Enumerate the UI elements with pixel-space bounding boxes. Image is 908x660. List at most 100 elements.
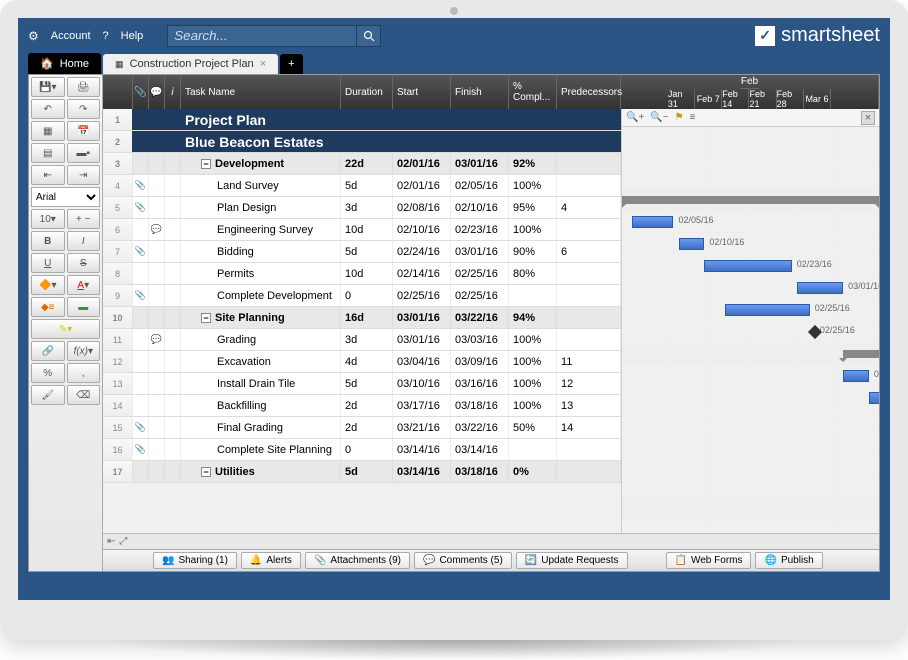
redo-icon[interactable]: ↷	[67, 99, 101, 119]
finish-cell[interactable]: 03/22/16	[451, 417, 509, 438]
collapse-icon[interactable]: −	[201, 159, 211, 169]
task-cell[interactable]: Land Survey	[181, 175, 341, 196]
row-num[interactable]: 13	[103, 373, 133, 394]
task-cell[interactable]: Final Grading	[181, 417, 341, 438]
pred-cell[interactable]	[557, 285, 621, 306]
start-cell[interactable]: 02/08/16	[393, 197, 451, 218]
fill-color-icon[interactable]: 🔶▾	[31, 275, 65, 295]
start-cell[interactable]: 03/01/16	[393, 307, 451, 328]
row-num[interactable]: 3	[103, 153, 133, 174]
info-cell[interactable]	[165, 373, 181, 394]
row-num[interactable]: 11	[103, 329, 133, 350]
finish-cell[interactable]: 02/05/16	[451, 175, 509, 196]
publish-button[interactable]: 🌐Publish	[755, 552, 822, 569]
task-cell[interactable]: Grading	[181, 329, 341, 350]
comment-cell[interactable]	[149, 241, 165, 262]
row-num[interactable]: 10	[103, 307, 133, 328]
grid-row[interactable]: 2Blue Beacon Estates	[103, 131, 621, 153]
dur-cell[interactable]	[341, 109, 393, 130]
grid-row[interactable]: 13Install Drain Tile5d03/10/1603/16/1610…	[103, 373, 621, 395]
dur-cell[interactable]: 2d	[341, 395, 393, 416]
grid-row[interactable]: 5📎Plan Design3d02/08/1602/10/1695%4	[103, 197, 621, 219]
pct-cell[interactable]: 94%	[509, 307, 557, 328]
strike-icon[interactable]: S	[67, 253, 101, 273]
italic-icon[interactable]: I	[67, 231, 101, 251]
bold-icon[interactable]: B	[31, 231, 65, 251]
row-num[interactable]: 7	[103, 241, 133, 262]
start-cell[interactable]: 03/14/16	[393, 439, 451, 460]
pct-cell[interactable]: 100%	[509, 329, 557, 350]
pct-cell[interactable]	[509, 109, 557, 130]
comment-cell[interactable]	[149, 351, 165, 372]
row-num[interactable]: 6	[103, 219, 133, 240]
task-cell[interactable]: Bidding	[181, 241, 341, 262]
help-icon[interactable]: ?	[103, 30, 109, 42]
task-cell[interactable]: Complete Development	[181, 285, 341, 306]
gantt-bar[interactable]	[632, 216, 673, 228]
start-header[interactable]: Start	[393, 75, 451, 109]
start-cell[interactable]: 02/01/16	[393, 175, 451, 196]
pred-cell[interactable]	[557, 329, 621, 350]
dur-cell[interactable]: 10d	[341, 219, 393, 240]
pct-cell[interactable]: 100%	[509, 351, 557, 372]
attach-cell[interactable]	[133, 395, 149, 416]
dur-cell[interactable]: 16d	[341, 307, 393, 328]
info-cell[interactable]	[165, 351, 181, 372]
dur-cell[interactable]: 22d	[341, 153, 393, 174]
comment-cell[interactable]	[149, 395, 165, 416]
pred-cell[interactable]: 13	[557, 395, 621, 416]
pct-cell[interactable]: 95%	[509, 197, 557, 218]
start-cell[interactable]: 03/17/16	[393, 395, 451, 416]
attach-cell[interactable]: 📎	[133, 241, 149, 262]
dur-cell[interactable]: 4d	[341, 351, 393, 372]
task-cell[interactable]: Permits	[181, 263, 341, 284]
finish-cell[interactable]: 03/14/16	[451, 439, 509, 460]
finish-cell[interactable]: 03/01/16	[451, 153, 509, 174]
alerts-button[interactable]: 🔔Alerts	[241, 552, 301, 569]
attach-cell[interactable]: 📎	[133, 175, 149, 196]
card-icon[interactable]: ▤	[31, 143, 65, 163]
collapse-icon[interactable]: −	[201, 467, 211, 477]
info-cell[interactable]	[165, 153, 181, 174]
text-color-icon[interactable]: A▾	[67, 275, 101, 295]
row-num[interactable]: 2	[103, 131, 133, 152]
align-icon[interactable]: ▬	[67, 297, 101, 317]
grid-row[interactable]: 8Permits10d02/14/1602/25/1680%	[103, 263, 621, 285]
info-cell[interactable]	[165, 307, 181, 328]
task-cell[interactable]: Engineering Survey	[181, 219, 341, 240]
finish-cell[interactable]: 03/16/16	[451, 373, 509, 394]
comment-cell[interactable]	[149, 417, 165, 438]
pct-cell[interactable]: 92%	[509, 153, 557, 174]
pred-cell[interactable]	[557, 131, 621, 152]
tab-home[interactable]: 🏠Home	[28, 53, 101, 74]
info-cell[interactable]	[165, 285, 181, 306]
pct-cell[interactable]: 100%	[509, 219, 557, 240]
start-cell[interactable]: 03/14/16	[393, 461, 451, 482]
comment-header-icon[interactable]: 💬	[149, 75, 165, 109]
finish-cell[interactable]: 02/25/16	[451, 285, 509, 306]
pct-header[interactable]: % Compl...	[509, 75, 557, 109]
attach-cell[interactable]	[133, 131, 149, 152]
attach-cell[interactable]: 📎	[133, 439, 149, 460]
grid-row[interactable]: 14Backfilling2d03/17/1603/18/16100%13	[103, 395, 621, 417]
row-num[interactable]: 8	[103, 263, 133, 284]
gantt-icon[interactable]: ▬▪	[67, 143, 101, 163]
comment-cell[interactable]	[149, 263, 165, 284]
start-cell[interactable]: 02/25/16	[393, 285, 451, 306]
update-button[interactable]: 🔄Update Requests	[516, 552, 628, 569]
pct-cell[interactable]: 100%	[509, 373, 557, 394]
calendar-icon[interactable]: 📅	[67, 121, 101, 141]
grid-row[interactable]: 1Project Plan	[103, 109, 621, 131]
underline-icon[interactable]: U	[31, 253, 65, 273]
row-num[interactable]: 14	[103, 395, 133, 416]
start-cell[interactable]: 03/10/16	[393, 373, 451, 394]
gear-icon[interactable]: ⚙	[28, 29, 39, 43]
tab-project[interactable]: ▦Construction Project Plan×	[103, 54, 278, 74]
pct-cell[interactable]: 100%	[509, 395, 557, 416]
comment-cell[interactable]	[149, 285, 165, 306]
comment-cell[interactable]	[149, 373, 165, 394]
pred-cell[interactable]	[557, 439, 621, 460]
pred-cell[interactable]	[557, 307, 621, 328]
attach-cell[interactable]	[133, 307, 149, 328]
sharing-button[interactable]: 👥Sharing (1)	[153, 552, 237, 569]
